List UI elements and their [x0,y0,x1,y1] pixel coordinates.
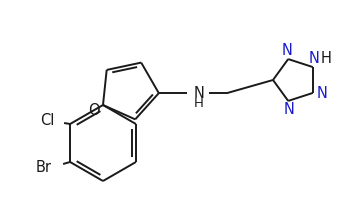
Text: Br: Br [36,160,52,174]
Text: N: N [308,51,319,66]
Text: H: H [320,51,331,66]
Text: Cl: Cl [40,112,54,128]
Text: N: N [284,102,295,118]
Text: N: N [193,86,204,101]
Text: H: H [194,97,204,110]
Text: O: O [88,102,100,118]
Text: N: N [282,43,293,58]
Text: N: N [316,86,327,101]
